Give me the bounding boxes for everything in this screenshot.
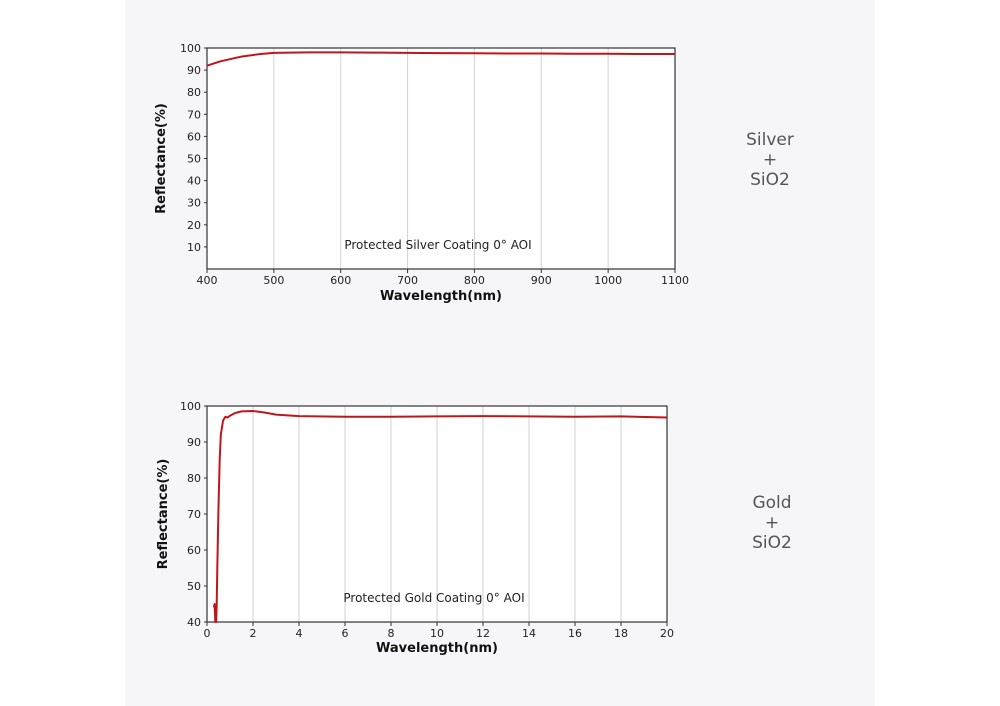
silver-side-label-line2: + — [762, 150, 778, 170]
silver-y-tick-label: 60 — [187, 130, 201, 143]
silver-side-label-line3: SiO2 — [750, 170, 790, 190]
gold-x-tick-label: 10 — [430, 627, 444, 640]
silver-y-tick-label: 50 — [187, 153, 201, 166]
silver-y-tick-label: 100 — [180, 42, 201, 55]
gold-y-tick-label: 60 — [187, 544, 201, 557]
gold-side-label-line2: + — [764, 513, 780, 533]
silver-y-tick-label: 30 — [187, 197, 201, 210]
silver-plot-area — [207, 48, 675, 269]
silver-series-line — [206, 51, 675, 67]
silver-side-label-line1: Silver — [746, 130, 794, 150]
gold-annotation: Protected Gold Coating 0° AOI — [343, 591, 524, 605]
silver-y-tick-label: 40 — [187, 175, 201, 188]
gold-y-tick-label: 40 — [187, 616, 201, 629]
silver-y-tick-label: 20 — [187, 219, 201, 232]
silver-x-tick-label: 1000 — [594, 274, 622, 287]
gold-x-tick-label: 20 — [660, 627, 674, 640]
gold-side-label-line1: Gold — [752, 493, 792, 513]
silver-y-tick-label: 10 — [187, 241, 201, 254]
silver-x-tick-label: 500 — [263, 274, 284, 287]
gold-y-tick-label: 70 — [187, 508, 201, 521]
gold-x-tick-label: 4 — [296, 627, 303, 640]
gold-x-axis-label: Wavelength(nm) — [376, 641, 498, 656]
silver-x-tick-label: 600 — [330, 274, 351, 287]
gold-side-label: Gold + SiO2 — [732, 493, 812, 553]
gold-y-axis-label: Reflectance(%) — [156, 459, 171, 570]
gold-x-tick-label: 6 — [342, 627, 349, 640]
silver-y-tick-label: 80 — [187, 86, 201, 99]
gold-x-tick-label: 18 — [614, 627, 628, 640]
silver-y-tick-label: 70 — [187, 108, 201, 121]
gold-series-line — [212, 410, 668, 623]
gold-x-tick-label: 14 — [522, 627, 536, 640]
silver-x-axis-label: Wavelength(nm) — [380, 289, 502, 304]
gold-x-tick-label: 2 — [250, 627, 257, 640]
silver-y-tick-label: 90 — [187, 64, 201, 77]
silver-annotation: Protected Silver Coating 0° AOI — [344, 238, 531, 252]
silver-x-tick-label: 400 — [197, 274, 218, 287]
silver-x-tick-label: 1100 — [661, 274, 689, 287]
silver-x-tick-label: 800 — [464, 274, 485, 287]
gold-y-tick-label: 100 — [180, 400, 201, 413]
silver-side-label: Silver + SiO2 — [730, 130, 810, 190]
gold-x-tick-label: 8 — [388, 627, 395, 640]
silver-x-tick-label: 900 — [531, 274, 552, 287]
silver-x-tick-label: 700 — [397, 274, 418, 287]
gold-x-tick-label: 16 — [568, 627, 582, 640]
gold-side-label-line3: SiO2 — [752, 533, 792, 553]
silver-y-axis-label: Reflectance(%) — [154, 103, 169, 214]
gold-y-tick-label: 90 — [187, 436, 201, 449]
gold-x-tick-label: 12 — [476, 627, 490, 640]
gold-y-tick-label: 80 — [187, 472, 201, 485]
gold-y-tick-label: 50 — [187, 580, 201, 593]
gold-x-tick-label: 0 — [204, 627, 211, 640]
